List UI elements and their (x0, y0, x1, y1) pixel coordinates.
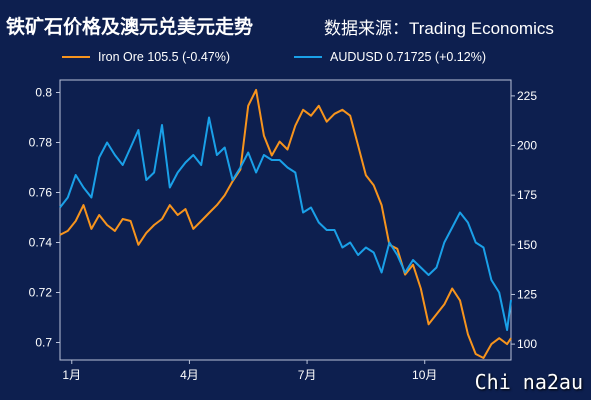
left-tick-label: 0.74 (29, 236, 53, 250)
right-tick-label: 200 (517, 139, 537, 153)
series-line-iron-ore (59, 88, 512, 359)
x-tick-label: 7月 (298, 368, 317, 382)
right-tick-label: 175 (517, 188, 537, 202)
x-tick-label: 1月 (62, 368, 81, 382)
left-tick-label: 0.72 (29, 286, 53, 300)
chart-source: 数据来源：Trading Economics (324, 19, 554, 38)
left-tick-label: 0.78 (29, 136, 53, 150)
left-tick-label: 0.76 (29, 186, 53, 200)
legend-label-iron-ore: Iron Ore 105.5 (-0.47%) (98, 50, 231, 64)
series-layer (59, 88, 512, 359)
x-tick-label: 4月 (180, 368, 199, 382)
watermark: Chi na2au (474, 370, 583, 394)
legend-item-audusd: AUDUSD 0.71725 (+0.12%) (294, 50, 486, 64)
left-tick-label: 0.7 (35, 336, 52, 350)
x-tick-label: 10月 (412, 368, 437, 382)
legend-item-iron-ore: Iron Ore 105.5 (-0.47%) (62, 50, 230, 64)
legend-swatch-iron-ore (62, 56, 90, 58)
left-axis-ticks: 0.7 0.72 0.74 0.76 0.78 0.8 (29, 86, 60, 350)
series-line-audusd (59, 116, 512, 331)
legend-swatch-audusd (294, 56, 322, 58)
chart-legend: Iron Ore 105.5 (-0.47%) AUDUSD 0.71725 (… (62, 50, 562, 70)
left-tick-label: 0.8 (35, 86, 52, 100)
chart-header: 铁矿石价格及澳元兑美元走势 数据来源：Trading Economics (6, 6, 586, 40)
legend-label-audusd: AUDUSD 0.71725 (+0.12%) (330, 50, 486, 64)
x-axis-ticks: 1月 4月 7月 10月 (62, 360, 437, 382)
right-tick-label: 100 (517, 337, 537, 351)
right-tick-label: 150 (517, 238, 537, 252)
chart-title: 铁矿石价格及澳元兑美元走势 (6, 17, 254, 38)
right-axis-ticks: 100 125 150 175 200 225 (511, 89, 537, 351)
right-tick-label: 125 (517, 287, 537, 301)
plot-frame (59, 79, 512, 361)
right-tick-label: 225 (517, 89, 537, 103)
